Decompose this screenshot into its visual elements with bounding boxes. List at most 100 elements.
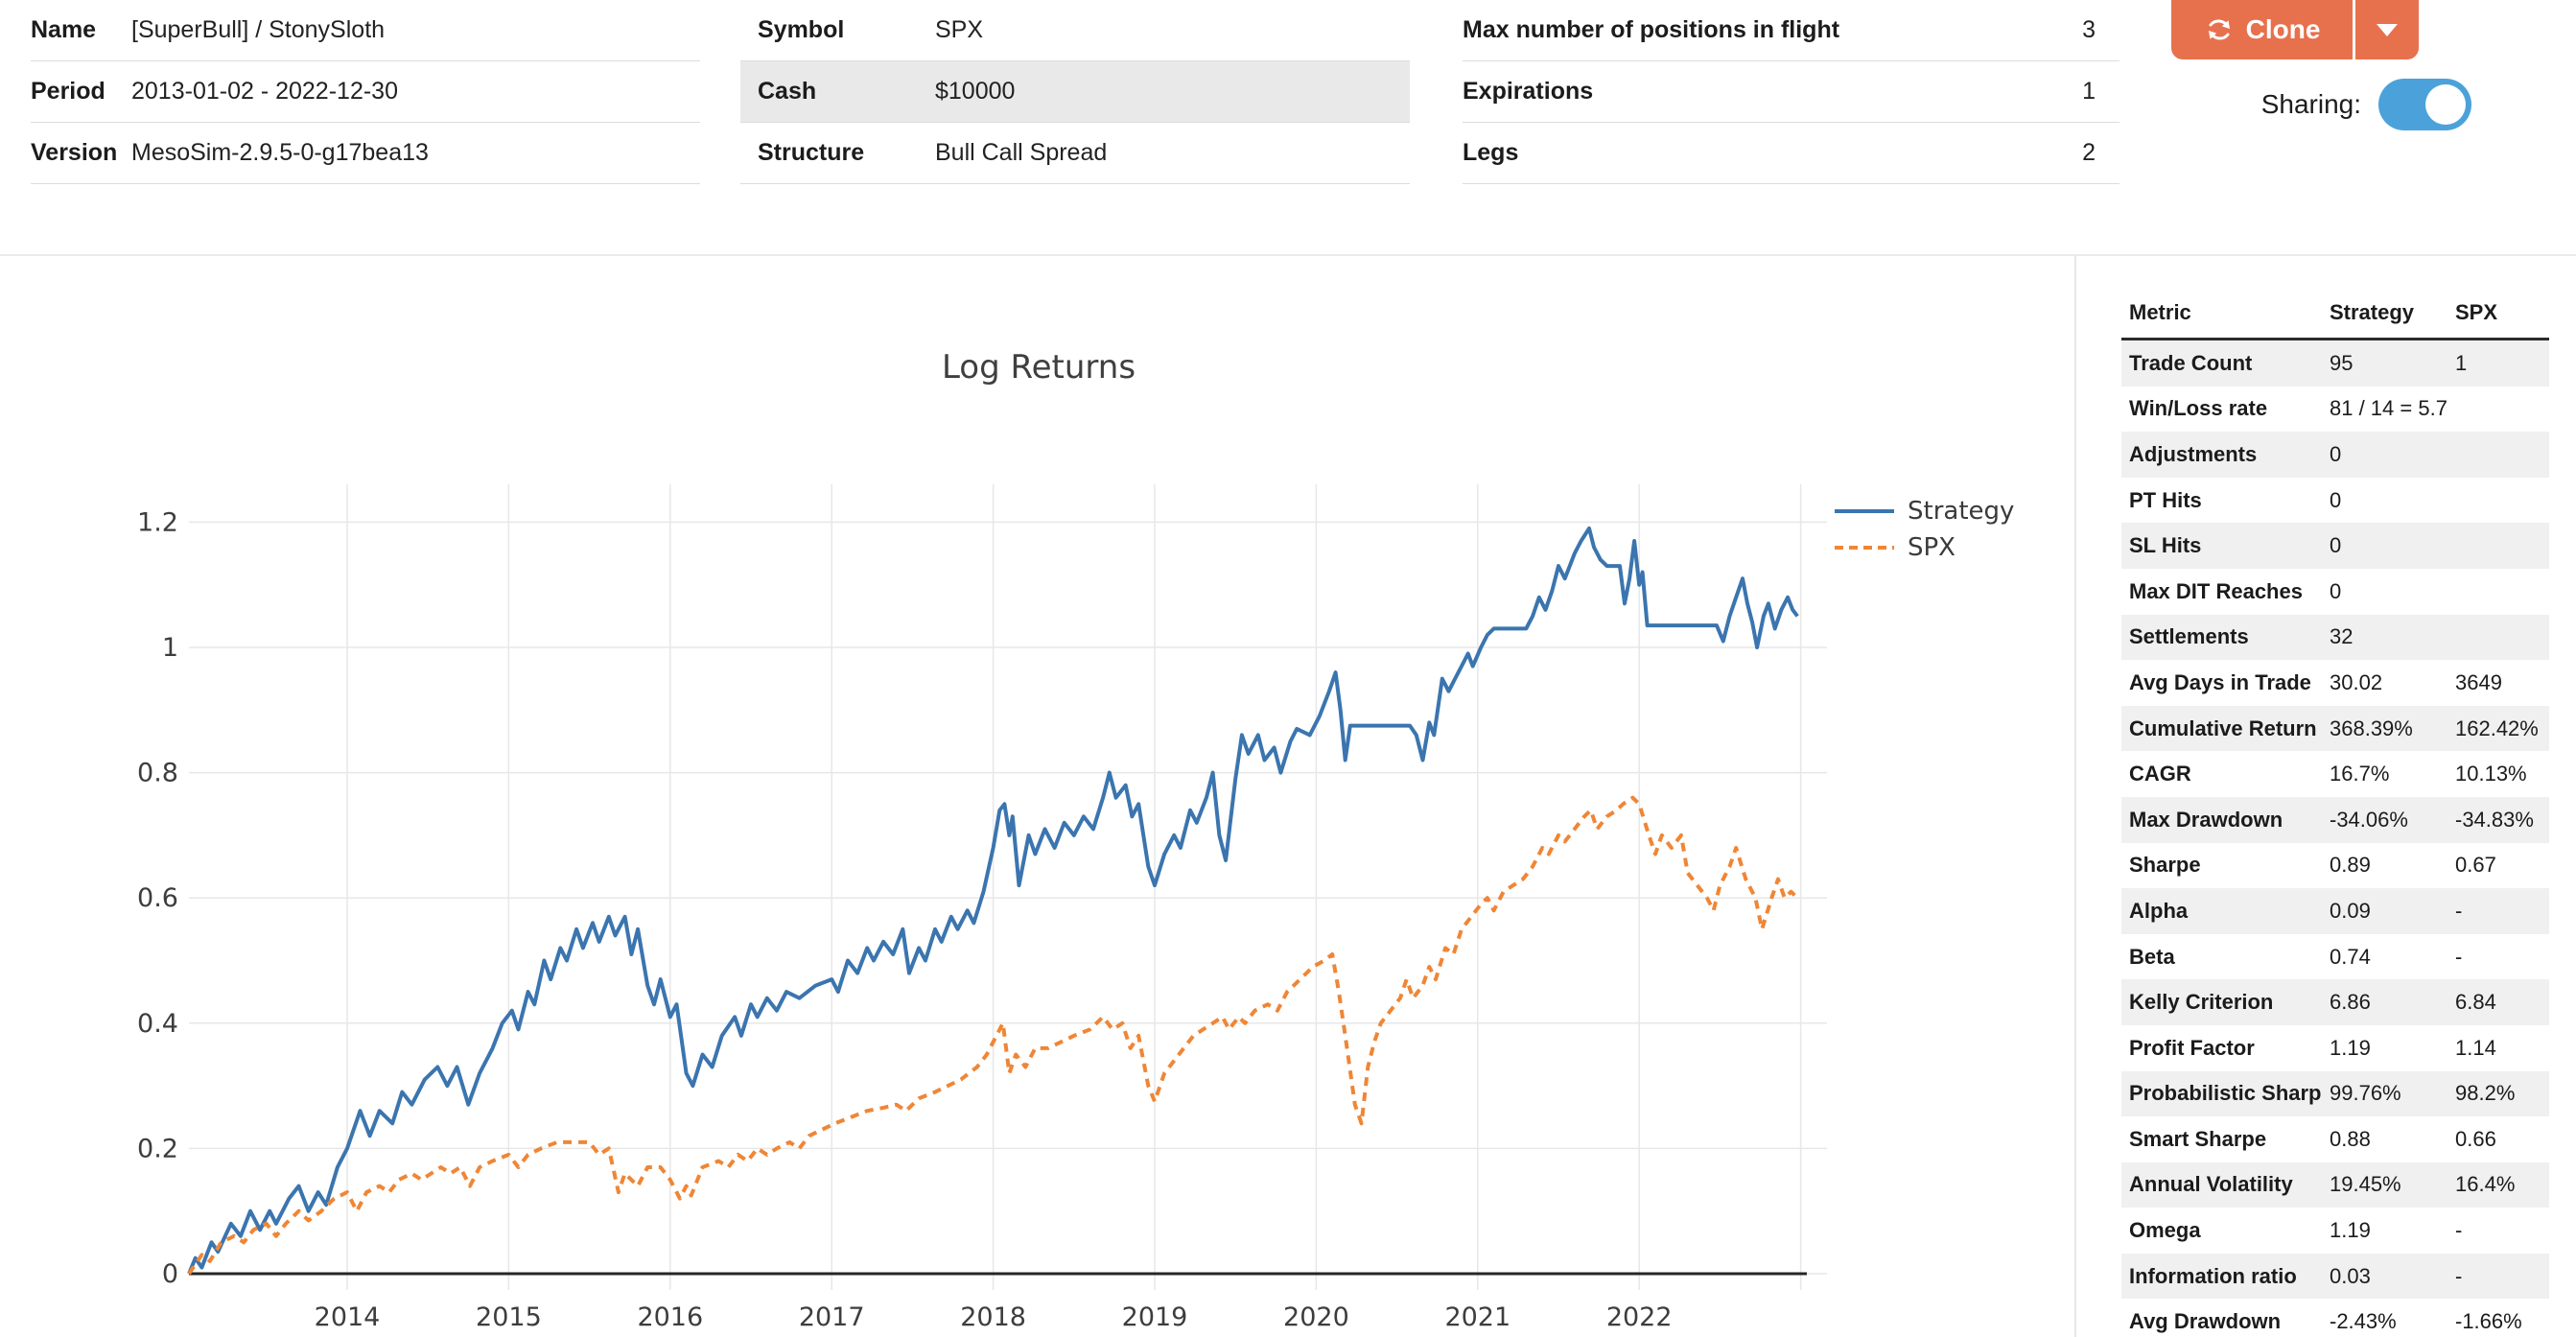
info-row-max-number-of-positions-in-flight: Max number of positions in flight 3 — [1463, 0, 2119, 61]
y-tick-label-0.8: 0.8 — [137, 759, 178, 788]
metric-name: Avg Days in Trade — [2129, 669, 2311, 694]
metric-spx-value: 1 — [2455, 350, 2468, 375]
x-tick-label-2015: 2015 — [476, 1302, 542, 1332]
info-label-period: Period — [31, 78, 105, 105]
metrics-row-settlements: Settlements 32 — [2121, 614, 2549, 661]
metric-spx-value: 162.42% — [2455, 715, 2539, 740]
x-tick-label-2019: 2019 — [1122, 1302, 1188, 1332]
metric-name: Win/Loss rate — [2129, 396, 2268, 421]
info-table-limits: Max number of positions in flight 3 Expira… — [1463, 0, 2119, 184]
info-value-symbol: SPX — [935, 16, 984, 43]
legend-label-strategy: Strategy — [1908, 497, 2015, 526]
chart-panel: 2014 2015 2016 2017 2018 2019 2020 2021 2022 0 0.2… — [0, 256, 2074, 1337]
metrics-header-metric: Metric — [2129, 300, 2191, 324]
metric-strategy-value: 1.19 — [2330, 1218, 2371, 1243]
clone-refresh-icon — [2204, 14, 2235, 45]
clone-split-button: Clone — [2171, 0, 2419, 59]
metric-name: Sharpe — [2129, 853, 2201, 878]
metric-strategy-value: 0.88 — [2330, 1126, 2371, 1151]
metrics-row-information-ratio: Information ratio 0.03 - — [2121, 1253, 2549, 1300]
metric-strategy-value: 0 — [2330, 487, 2342, 512]
metric-strategy-value: 368.39% — [2330, 715, 2413, 740]
metrics-row-omega: Omega 1.19 - — [2121, 1208, 2549, 1254]
metric-spx-value: 0.67 — [2455, 853, 2496, 878]
metric-spx-value: -1.66% — [2455, 1309, 2522, 1334]
x-tick-label-2022: 2022 — [1606, 1302, 1673, 1332]
metrics-row-avg-drawdown: Avg Drawdown -2.43% -1.66% — [2121, 1299, 2549, 1337]
legend-item-spx: SPX — [1835, 529, 2014, 566]
spx-line-swatch — [1835, 546, 1894, 550]
metric-spx-value: 10.13% — [2455, 762, 2527, 786]
x-tick-label-2017: 2017 — [799, 1302, 865, 1332]
info-table-instrument: Symbol SPX Cash $10000 Structure Bull Call Sp… — [740, 0, 1410, 184]
metric-strategy-value: 0.09 — [2330, 898, 2371, 923]
metric-name: Beta — [2129, 944, 2175, 969]
x-tick-label-2018: 2018 — [960, 1302, 1026, 1332]
metric-spx-value: -34.83% — [2455, 807, 2534, 832]
y-tick-label-0.4: 0.4 — [137, 1009, 178, 1039]
info-label-max-number-of-positions-in-flight: Max number of positions in flight — [1463, 16, 1840, 43]
clone-dropdown-toggle[interactable] — [2353, 0, 2419, 59]
metrics-row-adjustments: Adjustments 0 — [2121, 432, 2549, 478]
metrics-row-trade-count: Trade Count 95 1 — [2121, 340, 2549, 387]
info-value-version: MesoSim-2.9.5-0-g17bea13 — [131, 139, 429, 166]
metrics-row-max-drawdown: Max Drawdown -34.06% -34.83% — [2121, 796, 2549, 843]
metrics-row-win-loss-rate: Win/Loss rate 81 / 14 = 5.79 — [2121, 387, 2549, 433]
y-tick-label-1: 1 — [162, 633, 178, 663]
metrics-row-profit-factor: Profit Factor 1.19 1.14 — [2121, 1025, 2549, 1071]
metric-name: Information ratio — [2129, 1263, 2297, 1288]
metrics-row-max-dit-reaches: Max DIT Reaches 0 — [2121, 569, 2549, 615]
x-tick-label-2021: 2021 — [1444, 1302, 1510, 1332]
metrics-row-annual-volatility: Annual Volatility 19.45% 16.4% — [2121, 1161, 2549, 1208]
metric-strategy-value: 0 — [2330, 533, 2342, 558]
metric-strategy-value: 99.76% — [2330, 1081, 2401, 1106]
y-tick-label-0.2: 0.2 — [137, 1134, 178, 1163]
x-tick-label-2014: 2014 — [315, 1302, 381, 1332]
info-value-expirations: 1 — [2082, 78, 2096, 105]
metric-spx-value: 6.84 — [2455, 990, 2496, 1015]
chart-title: Log Returns — [941, 348, 1136, 387]
chart-legend: Strategy SPX — [1835, 493, 2014, 566]
metric-name: Smart Sharpe — [2129, 1126, 2267, 1151]
info-row-cash: Cash $10000 — [740, 61, 1410, 123]
metrics-row-cagr: CAGR 16.7% 10.13% — [2121, 751, 2549, 797]
y-tick-label-0.6: 0.6 — [137, 883, 178, 913]
metric-name: Kelly Criterion — [2129, 990, 2274, 1015]
metric-name: CAGR — [2129, 762, 2191, 786]
chevron-down-icon — [2377, 23, 2398, 36]
metric-name: Trade Count — [2129, 350, 2253, 375]
metrics-row-sharpe: Sharpe 0.89 0.67 — [2121, 843, 2549, 889]
sharing-toggle-knob — [2425, 84, 2466, 125]
info-row-period: Period 2013-01-02 - 2022-12-30 — [31, 61, 700, 123]
metric-strategy-value: 19.45% — [2330, 1172, 2401, 1197]
metric-strategy-value: 32 — [2330, 624, 2354, 649]
sharing-label: Sharing: — [2260, 89, 2361, 119]
metric-spx-value: - — [2455, 944, 2463, 969]
sharing-toggle[interactable] — [2378, 79, 2471, 130]
metric-name: SL Hits — [2129, 533, 2202, 558]
info-row-legs: Legs 2 — [1463, 123, 2119, 184]
info-label-structure: Structure — [758, 139, 865, 166]
clone-button-label: Clone — [2245, 14, 2321, 44]
strategy-line-swatch — [1835, 509, 1894, 513]
info-value-name: [SuperBull] / StonySloth — [131, 16, 386, 43]
metric-spx-value: 1.14 — [2455, 1035, 2496, 1060]
metric-strategy-value: 95 — [2330, 350, 2354, 375]
metric-name: Profit Factor — [2129, 1035, 2255, 1060]
metric-spx-value: 16.4% — [2455, 1172, 2516, 1197]
metric-name: Omega — [2129, 1218, 2201, 1243]
metric-spx-value: 98.2% — [2455, 1081, 2516, 1106]
log-returns-chart: 2014 2015 2016 2017 2018 2019 2020 2021 2022 0 0.2… — [137, 484, 1827, 1332]
clone-button[interactable]: Clone — [2171, 0, 2353, 59]
info-value-max-number-of-positions-in-flight: 3 — [2082, 16, 2096, 43]
metric-strategy-value: 0.74 — [2330, 944, 2371, 969]
metric-strategy-value: 0 — [2330, 441, 2342, 466]
metrics-header-spx: SPX — [2455, 300, 2498, 324]
y-tick-label-1.2: 1.2 — [137, 507, 178, 537]
metric-strategy-value: 1.19 — [2330, 1035, 2371, 1060]
metric-strategy-value: 16.7% — [2330, 762, 2390, 786]
metric-name: Cumulative Return — [2129, 715, 2317, 740]
metric-strategy-value: 0.03 — [2330, 1263, 2371, 1288]
x-tick-label-2020: 2020 — [1283, 1302, 1349, 1332]
